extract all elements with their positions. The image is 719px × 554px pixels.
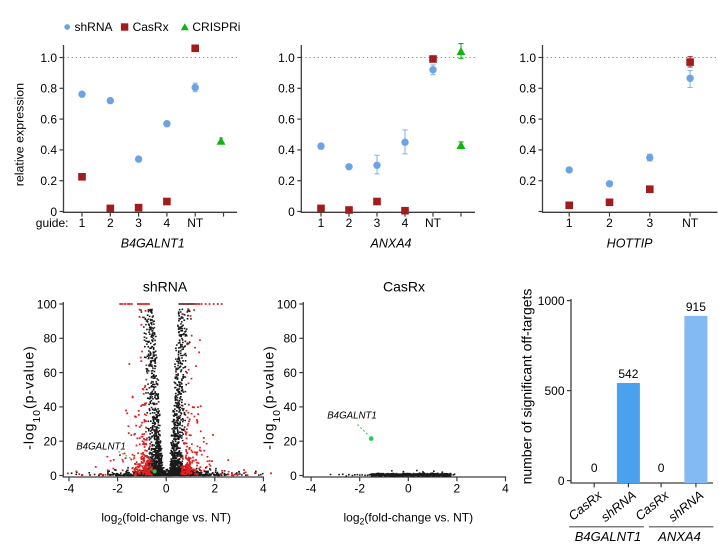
svg-text:1: 1 xyxy=(79,216,86,230)
svg-text:0.6: 0.6 xyxy=(519,112,536,126)
svg-text:NT: NT xyxy=(425,216,442,230)
svg-text:100: 100 xyxy=(37,297,57,311)
svg-text:2: 2 xyxy=(606,216,613,230)
svg-text:2: 2 xyxy=(211,481,218,495)
svg-text:0: 0 xyxy=(50,205,57,219)
svg-text:0.2: 0.2 xyxy=(40,174,57,188)
svg-text:2: 2 xyxy=(454,481,461,495)
svg-text:0.4: 0.4 xyxy=(278,143,295,157)
svg-text:ANXA4: ANXA4 xyxy=(657,529,701,544)
svg-text:0: 0 xyxy=(658,461,665,475)
svg-text:CasRx: CasRx xyxy=(383,279,425,295)
svg-text:0: 0 xyxy=(591,461,598,475)
svg-text:NT: NT xyxy=(682,216,699,230)
svg-text:0: 0 xyxy=(163,481,170,495)
svg-text:B4GALNT1: B4GALNT1 xyxy=(575,529,641,544)
svg-text:-2: -2 xyxy=(112,481,123,495)
svg-text:0.2: 0.2 xyxy=(519,174,536,188)
svg-text:4: 4 xyxy=(164,216,171,230)
svg-text:-4: -4 xyxy=(64,481,75,495)
svg-text:1: 1 xyxy=(318,216,325,230)
svg-text:0: 0 xyxy=(288,205,295,219)
svg-text:20: 20 xyxy=(43,435,57,449)
svg-text:60: 60 xyxy=(43,366,57,380)
svg-text:40: 40 xyxy=(283,400,297,414)
svg-text:60: 60 xyxy=(283,366,297,380)
svg-text:log2(fold-change vs. NT): log2(fold-change vs. NT) xyxy=(101,511,231,527)
svg-text:-log10(p-value): -log10(p-value) xyxy=(261,345,284,450)
svg-text:500: 500 xyxy=(544,384,564,398)
svg-text:B4GALNT1: B4GALNT1 xyxy=(76,442,126,453)
svg-text:0: 0 xyxy=(558,474,565,488)
svg-text:0.6: 0.6 xyxy=(40,112,57,126)
svg-text:80: 80 xyxy=(283,332,297,346)
svg-text:-2: -2 xyxy=(354,481,365,495)
svg-text:0: 0 xyxy=(50,469,57,483)
svg-text:0.8: 0.8 xyxy=(519,82,536,96)
svg-text:NT: NT xyxy=(187,216,204,230)
svg-text:CasRx: CasRx xyxy=(133,20,169,34)
svg-text:2: 2 xyxy=(107,216,114,230)
svg-text:shRNA: shRNA xyxy=(143,279,188,295)
svg-text:40: 40 xyxy=(43,400,57,414)
svg-text:915: 915 xyxy=(686,300,706,314)
svg-text:1: 1 xyxy=(566,216,573,230)
svg-text:80: 80 xyxy=(43,332,57,346)
svg-text:0.6: 0.6 xyxy=(278,112,295,126)
svg-text:-log10(p-value): -log10(p-value) xyxy=(21,345,44,450)
svg-text:3: 3 xyxy=(646,216,653,230)
svg-text:shRNA: shRNA xyxy=(598,487,639,524)
svg-text:0.4: 0.4 xyxy=(40,143,57,157)
svg-text:1.0: 1.0 xyxy=(519,51,536,65)
svg-text:4: 4 xyxy=(260,481,267,495)
svg-text:log2(fold-change vs. NT): log2(fold-change vs. NT) xyxy=(343,511,473,527)
svg-text:0.8: 0.8 xyxy=(278,82,295,96)
svg-text:ANXA4: ANXA4 xyxy=(370,237,412,251)
svg-text:B4GALNT1: B4GALNT1 xyxy=(327,411,377,422)
svg-text:shRNA: shRNA xyxy=(665,487,706,524)
svg-text:relative expression: relative expression xyxy=(13,83,27,186)
svg-text:100: 100 xyxy=(277,297,297,311)
svg-text:0: 0 xyxy=(290,469,297,483)
svg-text:20: 20 xyxy=(283,435,297,449)
svg-text:0.4: 0.4 xyxy=(519,143,536,157)
svg-text:HOTTIP: HOTTIP xyxy=(607,237,653,251)
svg-text:CasRx: CasRx xyxy=(632,487,672,523)
svg-text:CRISPRi: CRISPRi xyxy=(192,20,240,34)
svg-text:CasRx: CasRx xyxy=(565,487,605,523)
svg-text:3: 3 xyxy=(374,216,381,230)
svg-text:shRNA: shRNA xyxy=(75,20,113,34)
svg-text:guide:: guide: xyxy=(36,216,69,230)
svg-text:4: 4 xyxy=(402,216,409,230)
svg-text:1.0: 1.0 xyxy=(40,51,57,65)
svg-text:0.2: 0.2 xyxy=(278,174,295,188)
svg-text:0.8: 0.8 xyxy=(40,82,57,96)
svg-text:3: 3 xyxy=(135,216,142,230)
svg-text:1000: 1000 xyxy=(538,294,565,308)
svg-text:0: 0 xyxy=(405,481,412,495)
svg-text:4: 4 xyxy=(502,481,509,495)
svg-text:number of significant off-targ: number of significant off-targets xyxy=(519,289,535,485)
svg-text:-4: -4 xyxy=(306,481,317,495)
svg-text:1.0: 1.0 xyxy=(278,51,295,65)
svg-text:B4GALNT1: B4GALNT1 xyxy=(121,237,185,251)
svg-text:2: 2 xyxy=(346,216,353,230)
svg-text:542: 542 xyxy=(618,367,638,381)
